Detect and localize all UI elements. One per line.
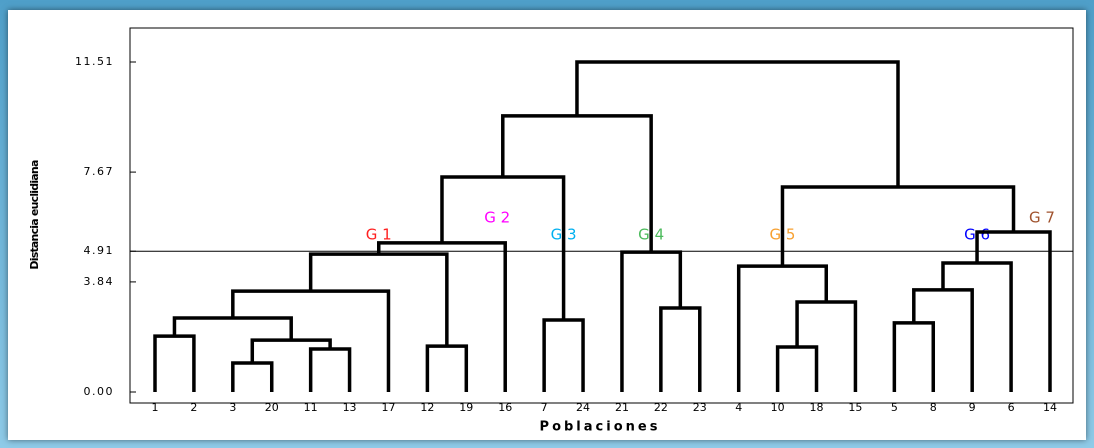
- dendrogram-link: [575, 60, 900, 188]
- dendrogram-link: [892, 321, 936, 392]
- dendrogram-link: [501, 114, 653, 253]
- x-tick-label: 4: [735, 401, 742, 414]
- x-tick-label: 22: [654, 401, 668, 414]
- y-tick-label: 7.67: [84, 165, 115, 178]
- dendrogram-link: [231, 361, 274, 392]
- x-tick-label: 18: [810, 401, 824, 414]
- dendrogram-link: [172, 316, 293, 341]
- x-tick-label: 1: [152, 401, 159, 414]
- panel: [8, 10, 1086, 440]
- plot-frame: [129, 27, 1074, 404]
- x-tick-label: 14: [1043, 401, 1057, 414]
- dendrogram-link: [659, 306, 702, 392]
- x-tick-label: 5: [891, 401, 898, 414]
- dendrogram-link: [440, 175, 566, 321]
- x-tick-label: 21: [615, 401, 629, 414]
- x-tick-label: 13: [343, 401, 357, 414]
- x-tick-label: 7: [541, 401, 548, 414]
- group-label: G 7: [1029, 209, 1055, 227]
- x-tick-label: 6: [1008, 401, 1015, 414]
- x-tick-label: 3: [229, 401, 236, 414]
- x-axis-label: Poblaciones: [540, 420, 661, 435]
- x-tick-label: 10: [771, 401, 785, 414]
- x-tick-label: 9: [969, 401, 976, 414]
- group-label: G 2: [484, 209, 510, 227]
- dendrogram-link: [250, 338, 332, 364]
- x-tick-label: 12: [420, 401, 434, 414]
- dendrogram-link: [775, 345, 819, 392]
- dendrogram-link: [308, 252, 449, 347]
- x-tick-label: 16: [498, 401, 512, 414]
- x-tick-label: 11: [304, 401, 318, 414]
- dendrogram-link: [795, 300, 858, 392]
- dendrogram-link: [736, 264, 828, 392]
- dendrogram-link: [941, 261, 1013, 392]
- x-tick-label: 19: [459, 401, 473, 414]
- dendrogram-link: [153, 334, 196, 392]
- group-label: G 1: [366, 226, 392, 244]
- x-tick-label: 8: [930, 401, 937, 414]
- dendrogram-link: [308, 347, 352, 392]
- x-tick-label: 2: [190, 401, 197, 414]
- x-tick-label: 24: [576, 401, 590, 414]
- dendrogram-link: [542, 318, 585, 392]
- y-tick-label: 4.91: [84, 244, 115, 257]
- x-tick-label: 23: [693, 401, 707, 414]
- dendrogram-link: [425, 344, 469, 392]
- dendrogram-link: [975, 230, 1052, 392]
- y-axis-label: Distancia euclidiana: [28, 160, 41, 270]
- dendrogram-link: [912, 288, 974, 392]
- x-tick-label: 17: [381, 401, 395, 414]
- x-tick-label: 20: [265, 401, 279, 414]
- dendrogram-link: [377, 241, 507, 392]
- dendrogram-link: [620, 250, 683, 392]
- y-tick-label: 11.51: [75, 55, 114, 68]
- y-tick-label: 0.00: [84, 385, 115, 398]
- x-tick-label: 15: [848, 401, 862, 414]
- y-tick-label: 3.84: [84, 275, 115, 288]
